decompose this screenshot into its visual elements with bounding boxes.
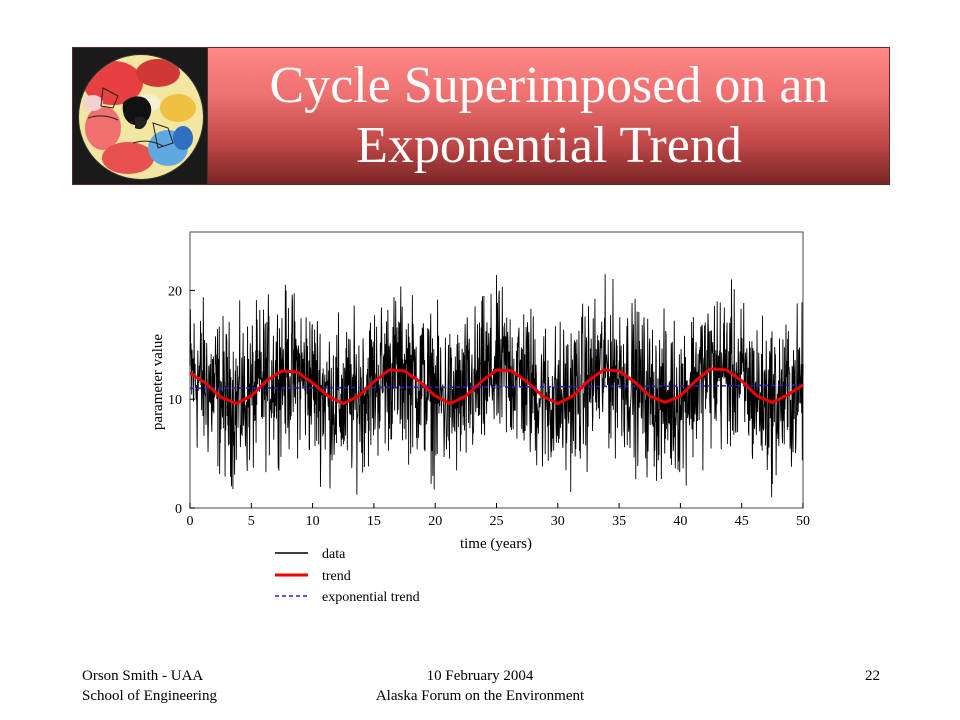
x-axis-label: time (years)	[460, 536, 532, 552]
legend-label-data: data	[322, 547, 346, 562]
series-trend-line	[189, 367, 804, 406]
y-axis-ticks: 0 10 20	[168, 284, 195, 517]
footer-author-name: Orson Smith - UAA	[82, 668, 204, 684]
slide-title-line-2: Exponential Trend	[356, 117, 742, 174]
x-tick-label: 25	[490, 514, 504, 529]
y-tick-label: 10	[168, 393, 182, 408]
x-tick-label: 30	[551, 514, 565, 529]
x-tick-label: 20	[428, 514, 442, 529]
footer-page-number: 22	[865, 668, 880, 684]
footer-date: 10 February 2004	[426, 668, 534, 684]
y-axis-label: parameter value	[150, 334, 166, 431]
data-series-group	[189, 274, 804, 498]
footer-event-name: Alaska Forum on the Environment	[375, 688, 585, 704]
slide-title-line-1: Cycle Superimposed on an	[269, 57, 829, 114]
y-tick-label: 0	[175, 502, 182, 517]
x-tick-label: 0	[187, 514, 194, 529]
series-data-line	[189, 274, 804, 498]
x-tick-label: 50	[796, 514, 810, 529]
x-tick-label: 15	[367, 514, 381, 529]
x-tick-label: 10	[306, 514, 320, 529]
y-tick-label: 20	[168, 284, 182, 299]
x-tick-label: 5	[248, 514, 255, 529]
x-axis-ticks: 0 5 10 15 20 25 30 35 40 45 50	[187, 503, 810, 529]
title-bar	[72, 47, 890, 185]
x-tick-label: 40	[673, 514, 687, 529]
footer-author-school: School of Engineering	[82, 688, 217, 704]
legend-label-trend: trend	[322, 569, 351, 584]
slide-title: Cycle Superimposed on an Exponential Tre…	[214, 48, 884, 184]
x-tick-label: 35	[612, 514, 626, 529]
footer-event: 10 February 2004 Alaska Forum on the Env…	[330, 666, 630, 706]
trend-series-group	[189, 367, 804, 406]
footer-author: Orson Smith - UAA School of Engineering	[82, 666, 217, 706]
legend: data trend exponential trend	[275, 547, 420, 605]
x-tick-label: 45	[735, 514, 749, 529]
legend-label-exponential-trend: exponential trend	[322, 590, 420, 605]
arctic-temperature-map-icon	[72, 47, 208, 185]
